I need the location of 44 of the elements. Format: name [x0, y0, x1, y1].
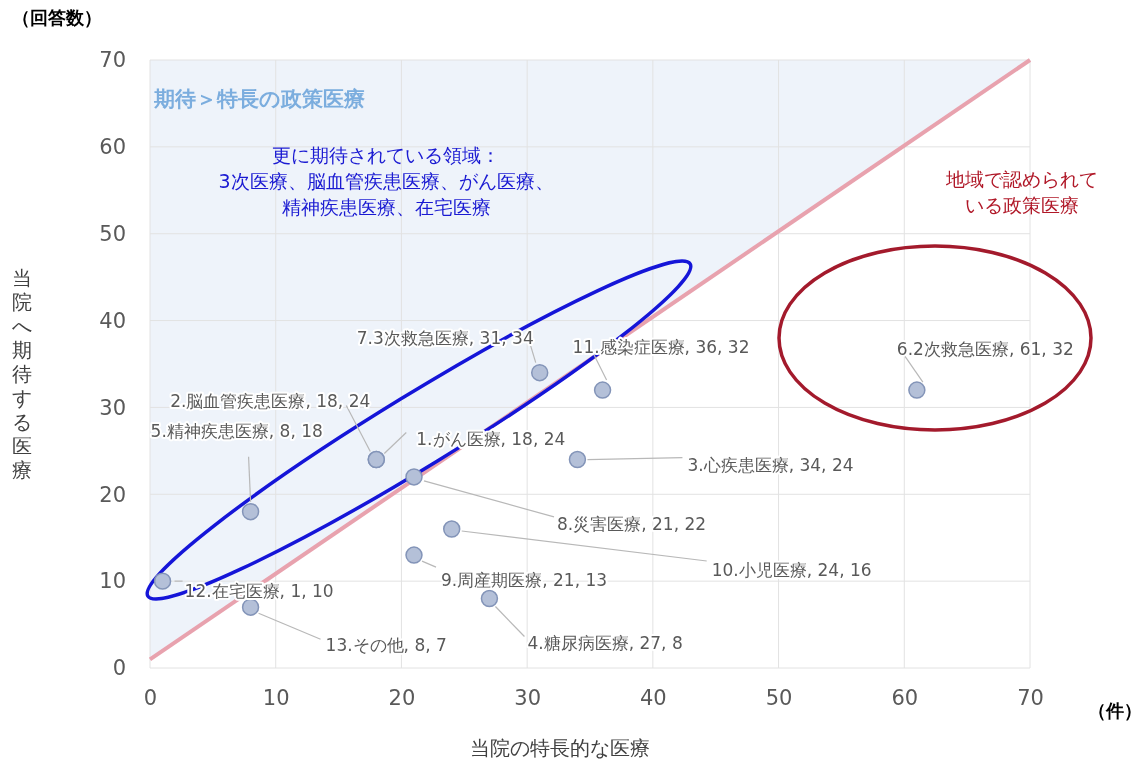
point [405, 468, 423, 486]
x-axis-title: 当院の特長的な医療 [470, 736, 650, 760]
x-tick-label: 60 [891, 685, 919, 710]
x-tick-label: 30 [514, 685, 542, 710]
point [480, 589, 499, 608]
data-label: 7.3次救急医療, 31, 34 [356, 327, 534, 348]
x-tick-label: 40 [639, 685, 667, 710]
y-tick-label: 50 [99, 221, 126, 246]
y-tick-label: 60 [99, 135, 126, 160]
data-label: 3.心疾患医療, 34, 24 [687, 454, 854, 475]
data-label: 10.小児医療, 24, 16 [711, 560, 872, 581]
annotation: 更に期待されている領域：3次医療、脳血管疾患医療、がん医療、精神疾患医療、在宅医療 [218, 144, 554, 218]
y-tick-label: 20 [99, 482, 126, 507]
point [241, 502, 260, 521]
y-tick-label: 0 [112, 656, 126, 681]
data-label: 9.周産期医療, 21, 13 [441, 570, 608, 591]
data-label: 5.精神疾患医療, 8, 18 [150, 420, 323, 441]
y-tick-label: 40 [99, 308, 126, 333]
x-tick-label: 10 [262, 685, 290, 710]
annotation: 地域で認められている政策医療 [945, 168, 1098, 216]
data-label: 2.脳血管疾患医療, 18, 24 [170, 390, 371, 411]
point [405, 546, 423, 564]
data-label: 6.2次救急医療, 61, 32 [896, 339, 1074, 360]
x-tick-label: 70 [1017, 685, 1044, 710]
point [241, 598, 260, 616]
point [530, 363, 549, 382]
point [568, 450, 587, 469]
annotation: 期待＞特長の政策医療 [153, 87, 365, 111]
point [442, 520, 461, 538]
text: （回答数） [12, 7, 102, 28]
point [153, 572, 172, 590]
y-tick-label: 10 [99, 569, 126, 594]
y-axis-title: 当院へ期待する医療 [12, 266, 32, 482]
point [593, 381, 612, 399]
data-label: 8.災害医療, 21, 22 [557, 513, 707, 534]
y-tick-label: 70 [99, 48, 126, 73]
x-tick-label: 0 [143, 685, 158, 710]
data-label: 13.その他, 8, 7 [325, 635, 447, 656]
text: （件） [1088, 700, 1142, 721]
y-tick-label: 30 [99, 395, 126, 420]
x-tick-label: 50 [765, 685, 793, 710]
point [908, 381, 926, 399]
data-label: 4.糖尿病医療, 27, 8 [527, 632, 683, 653]
x-tick-label: 20 [388, 685, 416, 710]
